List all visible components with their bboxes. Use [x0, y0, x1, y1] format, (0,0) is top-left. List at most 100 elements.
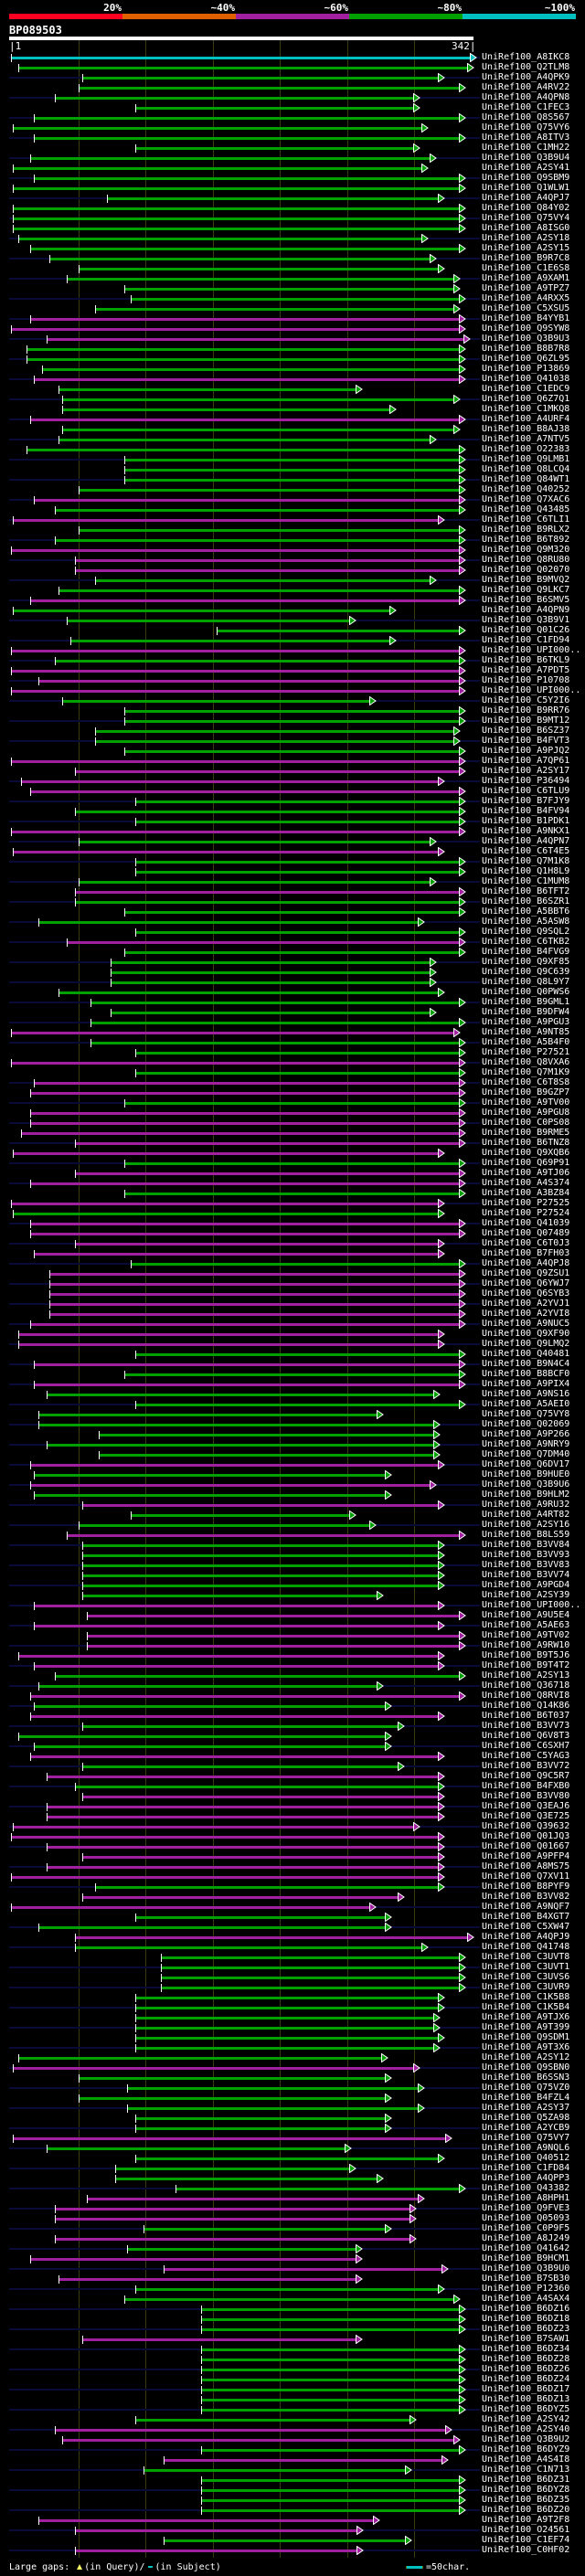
alignment-bar[interactable] — [47, 2147, 346, 2150]
hit-label[interactable]: UniRef100_A4S4I8 — [482, 2454, 570, 2465]
alignment-bar[interactable] — [115, 2177, 378, 2180]
hit-label[interactable]: UniRef100_Q40252 — [482, 484, 570, 494]
hit-label[interactable]: UniRef100_Q3B9U6 — [482, 1479, 570, 1489]
alignment-bar[interactable] — [38, 1925, 387, 1929]
hit-label[interactable]: UniRef100_Q6ZL95 — [482, 354, 570, 364]
alignment-bar[interactable] — [125, 1101, 461, 1105]
alignment-bar[interactable] — [12, 649, 461, 652]
hit-label[interactable]: UniRef100_A5ASW8 — [482, 917, 570, 927]
hit-label[interactable]: UniRef100_Q6V8T3 — [482, 1731, 570, 1741]
alignment-bar[interactable] — [161, 1986, 461, 1989]
alignment-bar[interactable] — [35, 1362, 461, 1366]
hit-label[interactable]: UniRef100_Q9SQL2 — [482, 927, 570, 937]
alignment-bar[interactable] — [91, 1021, 461, 1024]
alignment-bar[interactable] — [12, 327, 461, 331]
hit-label[interactable]: UniRef100_B6DYZ9 — [482, 2444, 570, 2454]
alignment-bar[interactable] — [83, 1795, 439, 1798]
alignment-bar[interactable] — [21, 1131, 461, 1135]
alignment-bar[interactable] — [132, 1513, 350, 1517]
hit-label[interactable]: UniRef100_A9TV00 — [482, 1097, 570, 1108]
hit-label[interactable]: UniRef100_A8ISG0 — [482, 223, 570, 233]
alignment-bar[interactable] — [58, 438, 431, 441]
hit-label[interactable]: UniRef100_B9T5J6 — [482, 1650, 570, 1660]
hit-label[interactable]: UniRef100_A7NTV5 — [482, 434, 570, 444]
hit-label[interactable]: UniRef100_C6T8S8 — [482, 1077, 570, 1087]
alignment-bar[interactable] — [201, 2508, 461, 2512]
hit-label[interactable]: UniRef100_Q3E725 — [482, 1811, 570, 1821]
hit-label[interactable]: UniRef100_A9PGD4 — [482, 1580, 570, 1590]
hit-label[interactable]: UniRef100_A9NQF7 — [482, 1902, 570, 1912]
alignment-bar[interactable] — [12, 1835, 439, 1839]
hit-label[interactable]: UniRef100_Q6SYB3 — [482, 1288, 570, 1299]
alignment-bar[interactable] — [49, 1272, 461, 1276]
hit-label[interactable]: UniRef100_B9MT12 — [482, 716, 570, 726]
alignment-bar[interactable] — [125, 910, 461, 914]
alignment-bar[interactable] — [83, 1543, 439, 1547]
alignment-bar[interactable] — [87, 1614, 461, 1617]
hit-label[interactable]: UniRef100_B4FVG9 — [482, 947, 570, 957]
hit-label[interactable]: UniRef100_Q2TLM8 — [482, 62, 570, 72]
hit-label[interactable]: UniRef100_Q3B9V1 — [482, 615, 570, 625]
alignment-bar[interactable] — [112, 981, 431, 984]
alignment-bar[interactable] — [75, 1141, 461, 1145]
alignment-bar[interactable] — [35, 1664, 439, 1668]
hit-label[interactable]: UniRef100_Q43382 — [482, 2183, 570, 2193]
hit-label[interactable]: UniRef100_Q9SBN0 — [482, 2062, 570, 2072]
hit-label[interactable]: UniRef100_Q40512 — [482, 2153, 570, 2163]
hit-label[interactable]: UniRef100_C6T4E5 — [482, 846, 570, 856]
alignment-bar[interactable] — [63, 398, 455, 401]
hit-label[interactable]: UniRef100_A4QPN7 — [482, 836, 570, 846]
alignment-bar[interactable] — [83, 1584, 439, 1587]
alignment-bar[interactable] — [55, 1674, 461, 1678]
hit-label[interactable]: UniRef100_Q69P91 — [482, 1158, 570, 1168]
alignment-bar[interactable] — [75, 2528, 358, 2532]
alignment-bar[interactable] — [31, 156, 431, 160]
alignment-bar[interactable] — [31, 599, 461, 602]
hit-label[interactable]: UniRef100_Q9SYW8 — [482, 323, 570, 334]
hit-label[interactable]: UniRef100_B8PYF9 — [482, 1882, 570, 1892]
hit-label[interactable]: UniRef100_A9NS16 — [482, 1389, 570, 1399]
alignment-bar[interactable] — [58, 387, 356, 391]
alignment-bar[interactable] — [31, 1111, 461, 1115]
hit-label[interactable]: UniRef100_B6SMV5 — [482, 595, 570, 605]
hit-label[interactable]: UniRef100_A2SY42 — [482, 2414, 570, 2424]
alignment-bar[interactable] — [87, 1644, 461, 1648]
alignment-bar[interactable] — [135, 2016, 435, 2019]
hit-label[interactable]: UniRef100_A4RT82 — [482, 1510, 570, 1520]
hit-label[interactable]: UniRef100_Q1H8L9 — [482, 866, 570, 876]
alignment-bar[interactable] — [18, 237, 422, 240]
alignment-bar[interactable] — [87, 2197, 419, 2200]
hit-label[interactable]: UniRef100_P12360 — [482, 2284, 570, 2294]
hit-label[interactable]: UniRef100_Q7M1K9 — [482, 1067, 570, 1077]
hit-label[interactable]: UniRef100_B9RLX2 — [482, 525, 570, 535]
hit-label[interactable]: UniRef100_B9R7C8 — [482, 253, 570, 263]
alignment-bar[interactable] — [12, 830, 461, 833]
alignment-bar[interactable] — [27, 357, 461, 361]
hit-label[interactable]: UniRef100_A8J249 — [482, 2233, 570, 2243]
hit-label[interactable]: UniRef100_Q6DV17 — [482, 1459, 570, 1469]
hit-label[interactable]: UniRef100_B3VV84 — [482, 1540, 570, 1550]
hit-label[interactable]: UniRef100_B4FVT3 — [482, 736, 570, 746]
hit-label[interactable]: UniRef100_O22383 — [482, 444, 570, 454]
hit-label[interactable]: UniRef100_C1E6S8 — [482, 263, 570, 273]
alignment-bar[interactable] — [83, 1553, 439, 1557]
hit-label[interactable]: UniRef100_A9RW10 — [482, 1640, 570, 1650]
alignment-bar[interactable] — [12, 689, 461, 693]
hit-label[interactable]: UniRef100_C3UVR9 — [482, 1982, 570, 1992]
alignment-bar[interactable] — [201, 2307, 461, 2311]
alignment-bar[interactable] — [201, 2488, 461, 2492]
hit-label[interactable]: UniRef100_A9T2F8 — [482, 2515, 570, 2525]
hit-label[interactable]: UniRef100_A8HPH1 — [482, 2193, 570, 2203]
hit-label[interactable]: UniRef100_Q3B9U0 — [482, 2263, 570, 2274]
alignment-bar[interactable] — [55, 2428, 447, 2432]
hit-label[interactable]: UniRef100_Q75VY6 — [482, 122, 570, 133]
hit-label[interactable]: UniRef100_B6DZ17 — [482, 2384, 570, 2394]
alignment-bar[interactable] — [144, 2227, 387, 2231]
hit-label[interactable]: UniRef100_B8AJ38 — [482, 424, 570, 434]
hit-label[interactable]: UniRef100_A9PFP4 — [482, 1851, 570, 1861]
alignment-bar[interactable] — [35, 136, 461, 140]
hit-label[interactable]: UniRef100_Q9XF90 — [482, 1329, 570, 1339]
alignment-bar[interactable] — [31, 1232, 461, 1235]
hit-label[interactable]: UniRef100_A9TJX6 — [482, 2012, 570, 2022]
alignment-bar[interactable] — [80, 2096, 387, 2100]
